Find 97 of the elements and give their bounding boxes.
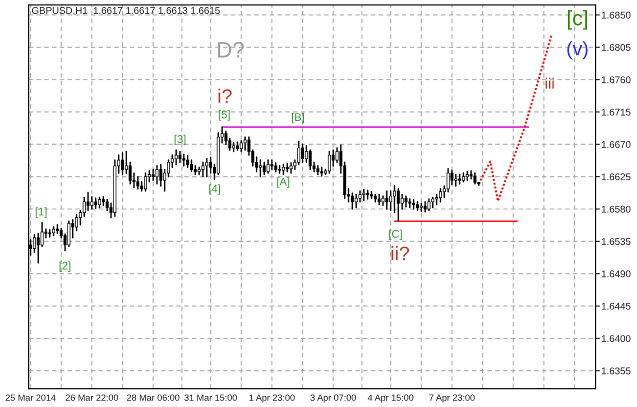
candlestick xyxy=(308,149,312,170)
annotation: [c] xyxy=(568,10,587,30)
candlestick xyxy=(450,169,454,186)
candlestick xyxy=(320,166,324,177)
candlestick xyxy=(336,147,339,163)
x-tick-label: 28 Mar 06:00 xyxy=(127,394,180,401)
candlestick xyxy=(301,144,304,163)
x-tick-label: 3 Apr 07:00 xyxy=(310,394,356,403)
x-tick-label: 4 Apr 15:00 xyxy=(368,394,414,403)
candlestick xyxy=(240,140,243,152)
candlestick xyxy=(258,159,262,178)
candlestick xyxy=(282,164,285,176)
candlestick xyxy=(286,163,289,172)
y-tick-label: 1.6760 xyxy=(602,76,631,84)
y-tick-label: 1.6445 xyxy=(602,302,630,310)
candlestick xyxy=(408,198,412,208)
annotation: [5] xyxy=(218,110,230,121)
annotation: [B] xyxy=(292,112,304,124)
candlestick xyxy=(454,174,458,187)
candlestick xyxy=(144,172,147,192)
candlestick xyxy=(350,192,354,210)
candlestick xyxy=(152,168,155,181)
candlestick xyxy=(412,198,416,210)
annotation: [3] xyxy=(174,134,186,146)
x-tick-label: 1 Apr 23:00 xyxy=(250,394,295,403)
candlestick xyxy=(404,195,408,208)
line-series xyxy=(478,34,553,202)
annotation: [4] xyxy=(209,184,220,195)
candlestick xyxy=(400,194,404,210)
annotation: [A] xyxy=(277,177,290,188)
candlestick xyxy=(174,149,178,166)
candlestick xyxy=(182,154,186,167)
candlestick xyxy=(155,165,158,185)
candlestick xyxy=(98,196,102,208)
annotation: iii xyxy=(546,78,554,89)
candlestick xyxy=(290,162,293,174)
x-tick-label: 25 Mar 2014 xyxy=(6,394,56,401)
candlestick xyxy=(94,198,98,209)
candlestick xyxy=(209,156,212,174)
candlestick xyxy=(270,159,274,170)
annotation: ii? xyxy=(392,246,410,260)
annotation: i? xyxy=(218,88,232,103)
candlestick xyxy=(67,220,70,248)
candlestick xyxy=(178,150,182,163)
candlestick xyxy=(392,185,396,214)
candlestick xyxy=(354,194,358,208)
candlestick xyxy=(458,174,462,185)
candlestick xyxy=(424,201,427,213)
annotation: [C] xyxy=(389,230,402,240)
candlestick xyxy=(438,188,442,203)
y-tick-label: 1.6580 xyxy=(602,206,631,213)
candlestick xyxy=(420,202,423,212)
candlestick xyxy=(435,194,438,206)
y-tick-label: 1.6355 xyxy=(602,367,630,374)
candlestick xyxy=(186,155,190,168)
candlestick xyxy=(106,198,109,212)
y-tick-label: 1.6400 xyxy=(602,335,631,342)
annotation: (v) xyxy=(567,41,588,60)
candlestick xyxy=(427,198,430,212)
candlestick xyxy=(381,195,384,206)
candlestick xyxy=(278,165,282,174)
candlestick xyxy=(201,162,204,178)
candlestick xyxy=(304,145,308,163)
candlestick xyxy=(56,224,59,234)
y-tick-label: 1.6805 xyxy=(602,44,630,51)
y-tick-label: 1.6490 xyxy=(602,270,631,278)
candlestick xyxy=(205,158,208,178)
candlestick xyxy=(266,159,270,174)
candlestick xyxy=(396,188,400,222)
candlestick xyxy=(385,190,388,210)
candlestick xyxy=(190,159,193,172)
y-tick-label: 1.6850 xyxy=(602,12,631,19)
candlestick xyxy=(48,229,52,238)
x-tick-label: 26 Mar 22:00 xyxy=(66,394,118,401)
candlestick xyxy=(244,136,247,151)
y-tick-label: 1.6670 xyxy=(602,141,631,148)
x-tick-label: 7 Apr 23:00 xyxy=(429,394,475,403)
y-tick-label: 1.6625 xyxy=(602,173,630,180)
annotation: D? xyxy=(218,42,244,58)
candlestick xyxy=(431,196,434,208)
candlestick xyxy=(362,188,366,202)
candlestick xyxy=(36,232,40,264)
annotation: [2] xyxy=(60,261,70,272)
candlestick xyxy=(328,150,331,174)
candlestick xyxy=(121,152,124,176)
chart-title: GBPUSD,H1 1.6617 1.6617 1.6613 1.6615 xyxy=(32,7,220,16)
candlestick xyxy=(389,190,392,212)
y-tick-label: 1.6715 xyxy=(602,108,630,116)
candlestick xyxy=(90,196,94,210)
candlestick xyxy=(136,176,140,190)
x-tick-label: 31 Mar 15:00 xyxy=(184,394,237,401)
annotation: [1] xyxy=(36,207,47,218)
candlestick xyxy=(86,192,90,212)
y-tick-label: 1.6535 xyxy=(602,238,630,245)
candlestick xyxy=(378,194,381,206)
candlestick xyxy=(473,172,476,185)
candlestick xyxy=(366,190,370,200)
